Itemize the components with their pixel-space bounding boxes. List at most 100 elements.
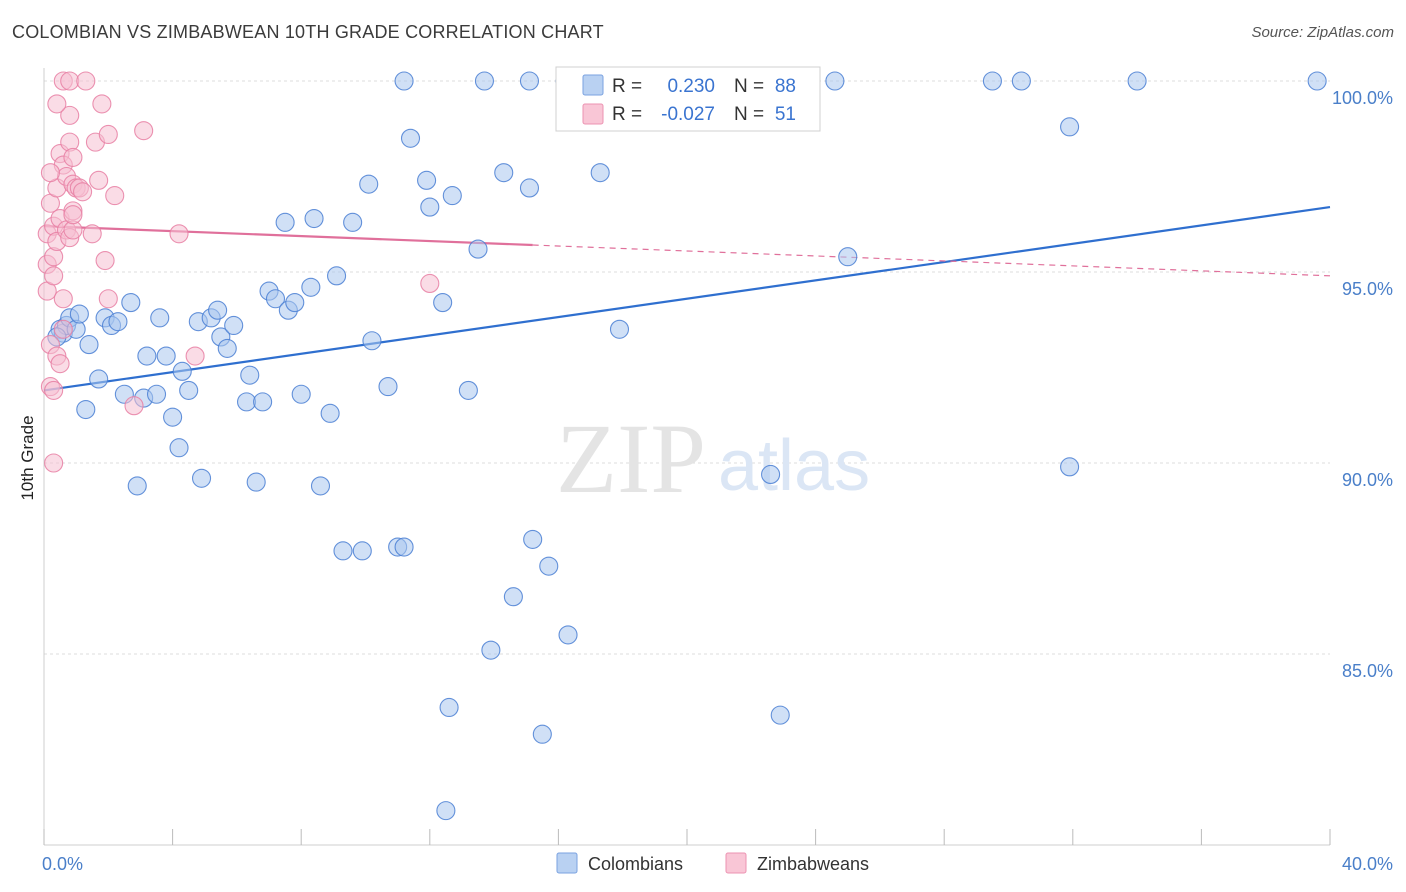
colombians-point	[378, 377, 398, 397]
zimbabweans-point	[73, 182, 93, 202]
source-label: Source: ZipAtlas.com	[1251, 24, 1394, 41]
colombians-point	[417, 170, 437, 190]
zimbabweans-point	[50, 354, 70, 374]
bottom-legend-swatch-zimbabweans	[725, 852, 747, 874]
colombians-point	[275, 212, 295, 232]
colombians-point	[503, 587, 523, 607]
colombians-point	[1060, 117, 1080, 137]
x-tick-labels: 0.0% 40.0%	[42, 854, 1393, 874]
x-tick-label: 40.0%	[1342, 854, 1393, 874]
colombians-point	[442, 186, 462, 206]
zimbabweans-trend-line-extension	[532, 244, 1331, 277]
colombians-point	[320, 403, 340, 423]
colombians-point	[394, 537, 414, 557]
legend-box: R = 0.230 N = 88 R = -0.027 N = 51	[555, 66, 821, 132]
colombians-point	[333, 541, 353, 561]
colombians-point	[359, 174, 379, 194]
colombians-point	[240, 365, 260, 385]
colombians-point	[208, 300, 228, 320]
colombians-point	[304, 208, 324, 229]
colombians-point	[825, 71, 845, 91]
zimbabweans-point	[60, 105, 80, 125]
colombians-point	[439, 697, 459, 718]
colombians-point	[137, 346, 157, 366]
colombians-point	[146, 384, 167, 404]
colombians-point	[246, 472, 266, 492]
colombians-point	[310, 476, 331, 496]
trend-lines	[43, 205, 1331, 392]
colombians-point	[420, 197, 440, 217]
colombians-point	[394, 71, 414, 91]
legend-r-value: 0.230	[667, 76, 715, 97]
y-axis-title: 10th Grade	[18, 415, 37, 500]
colombians-point	[352, 541, 372, 561]
colombians-point	[236, 392, 257, 412]
colombians-point	[433, 293, 453, 313]
zimbabweans-point	[63, 147, 83, 167]
zimbabweans-point	[124, 396, 144, 416]
legend-r-label: R =	[612, 76, 642, 97]
colombians-point	[291, 384, 311, 404]
zimbabweans-point	[92, 94, 112, 114]
colombians-point	[519, 178, 540, 198]
colombians-trend-line	[43, 205, 1331, 392]
colombians-point	[89, 369, 109, 389]
legend-n-value: 51	[775, 104, 796, 125]
colombians-point	[127, 476, 147, 496]
zimbabweans-trend-line	[43, 225, 533, 247]
colombians-point	[400, 128, 421, 148]
legend-r-label: R =	[612, 104, 642, 125]
colombians-point	[217, 338, 237, 358]
legend-swatch-pink	[582, 103, 604, 125]
legend-swatch-blue	[582, 74, 604, 96]
colombians-point	[108, 312, 128, 332]
colombians-point	[436, 801, 456, 821]
zimbabweans-point	[105, 186, 125, 206]
data-points	[37, 71, 1327, 821]
zimbabweans-point	[63, 205, 83, 225]
zimbabweans-point	[89, 170, 109, 190]
zimbabweans-point	[47, 94, 67, 114]
colombians-point	[539, 556, 559, 576]
zimbabweans-point	[53, 319, 73, 339]
zimbabweans-point	[60, 71, 80, 91]
colombians-point	[1127, 71, 1147, 91]
colombians-point	[163, 407, 183, 427]
colombians-point	[327, 266, 347, 286]
chart-title: COLOMBIAN VS ZIMBABWEAN 10TH GRADE CORRE…	[12, 22, 604, 42]
colombians-point	[761, 464, 781, 485]
colombians-point	[76, 399, 96, 420]
colombians-point	[121, 293, 141, 313]
colombians-point	[532, 724, 552, 744]
bottom-legend-zimbabweans: Zimbabweans	[757, 854, 869, 874]
zimbabweans-point	[134, 121, 154, 141]
zimbabweans-point	[98, 289, 118, 309]
bottom-legend-colombians: Colombians	[588, 854, 683, 874]
colombians-point	[1307, 71, 1327, 91]
zimbabweans-point	[44, 453, 64, 473]
colombians-point	[494, 163, 514, 183]
colombians-point	[156, 346, 176, 366]
zimbabweans-point	[169, 224, 189, 244]
colombians-point	[169, 438, 189, 458]
colombians-point	[179, 380, 199, 400]
x-tick-label: 0.0%	[42, 854, 83, 874]
colombians-point	[362, 331, 382, 351]
zimbabweans-point	[98, 124, 118, 145]
y-tick-label: 90.0%	[1342, 470, 1393, 490]
legend-n-value: 88	[775, 76, 796, 97]
colombians-point	[468, 239, 488, 259]
legend-n-label: N =	[734, 76, 764, 97]
colombians-point	[172, 361, 192, 381]
y-tick-label: 95.0%	[1342, 279, 1393, 299]
bottom-legend-swatch-colombians	[556, 852, 578, 874]
colombians-point	[770, 705, 790, 725]
colombians-point	[1011, 71, 1031, 91]
y-tick-labels: 100.0% 95.0% 90.0% 85.0%	[1332, 88, 1393, 681]
zimbabweans-point	[185, 346, 205, 366]
colombians-point	[79, 335, 99, 355]
colombians-point	[523, 529, 543, 549]
colombians-point	[474, 71, 495, 91]
colombians-point	[343, 212, 363, 232]
